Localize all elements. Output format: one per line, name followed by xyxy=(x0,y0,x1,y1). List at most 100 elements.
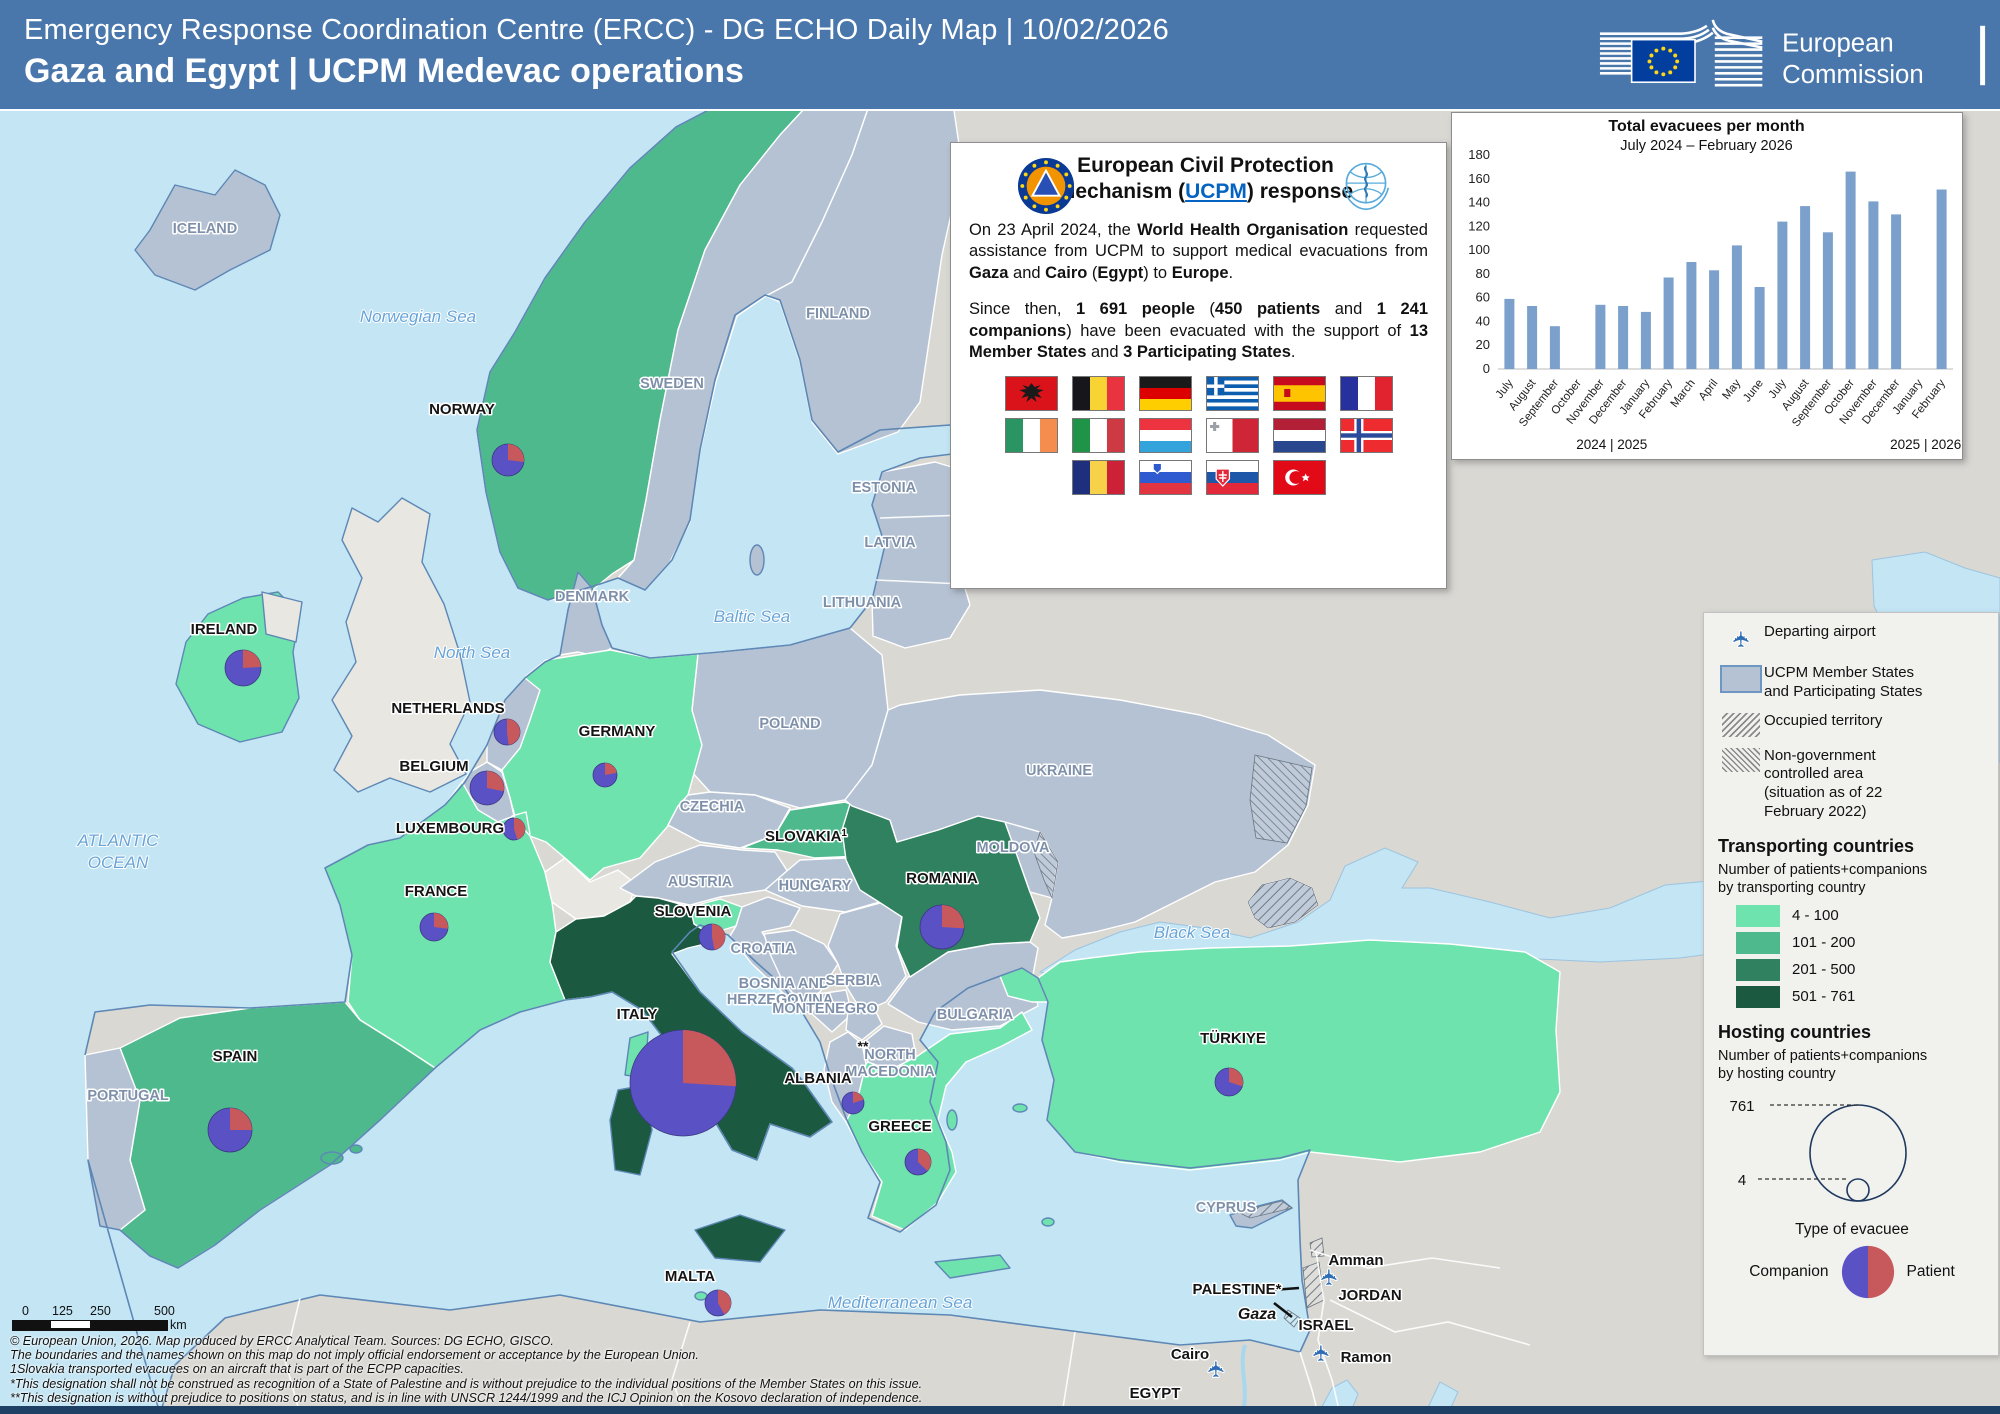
label-portugal: PORTUGAL xyxy=(87,1088,169,1104)
type-of-evacuee-title: Type of evacuee xyxy=(1795,1221,1909,1238)
pie-ireland xyxy=(224,649,262,687)
transporting-countries-title: Transporting countries xyxy=(1718,835,1915,856)
island-rhodes xyxy=(1041,1217,1055,1227)
island-sicily xyxy=(694,1214,786,1263)
bar-august-1 xyxy=(1527,306,1538,369)
label-herzegovina: HERZEGOVINA xyxy=(727,992,834,1008)
hosting-pies xyxy=(207,443,1244,1317)
label-moldova: MOLDOVA xyxy=(976,840,1050,856)
flag-italy xyxy=(1071,418,1125,454)
footer-line-2: The boundaries and the names shown on th… xyxy=(10,1348,699,1363)
label-france: FRANCE xyxy=(405,883,468,900)
island-crete xyxy=(934,1254,1011,1279)
pie-spain xyxy=(207,1107,253,1153)
transport-class-0: 4 - 100 xyxy=(1736,904,1986,927)
bar-november-16 xyxy=(1868,201,1879,369)
x-tick-label: May xyxy=(1720,377,1743,402)
label-finland: FINLAND xyxy=(806,306,870,322)
label-lithuania: LITHUANIA xyxy=(823,595,902,611)
infobox-title-pre: Mechanism ( xyxy=(1057,180,1186,204)
label-ukraine: UKRAINE xyxy=(1026,763,1092,779)
legend-label: Non-government controlled area (situatio… xyxy=(1764,746,1883,820)
flag-trkiye xyxy=(1272,460,1326,496)
label-germany: GERMANY xyxy=(579,723,656,740)
pie-netherlands xyxy=(493,718,521,746)
y-tick-label: 120 xyxy=(1468,218,1490,233)
bar-january-6 xyxy=(1640,311,1651,369)
hosting-max-label: 761 xyxy=(1729,1098,1754,1115)
bar-july-12 xyxy=(1777,221,1788,369)
transport-class-2: 201 - 500 xyxy=(1736,958,1986,981)
label-bosnia-and: BOSNIA AND xyxy=(739,976,830,992)
footer-line-1: © European Union, 2026. Map produced by … xyxy=(10,1334,554,1348)
occupied-swatch-icon xyxy=(1718,712,1764,737)
bar-september-14 xyxy=(1822,232,1833,369)
y-tick-label: 160 xyxy=(1468,171,1490,186)
pointer-line-1 xyxy=(1273,1301,1293,1319)
label---: ** xyxy=(858,1038,869,1054)
legend-label: Occupied territory xyxy=(1764,711,1883,729)
map-labels: ATLANTIC OCEAN Norwegian Sea North Sea Balti… xyxy=(76,220,1404,1404)
companion-label: Companion xyxy=(1749,1263,1829,1280)
y-tick-label: 40 xyxy=(1476,313,1490,328)
flag-germany xyxy=(1138,376,1192,412)
label-montenegro: MONTENEGRO xyxy=(772,1001,878,1017)
bar-february-19 xyxy=(1936,189,1947,369)
y-tick-label: 140 xyxy=(1468,195,1490,210)
bar-june-11 xyxy=(1754,287,1765,369)
footer-line-4: *This designation shall not be construed… xyxy=(10,1376,923,1391)
infobox-paragraph-2: Since then, 1 691 people (450 patients a… xyxy=(969,299,1429,362)
label-palestine-: PALESTINE* xyxy=(1193,1281,1282,1298)
label-estonia: ESTONIA xyxy=(852,480,917,496)
scale-250: 250 xyxy=(90,1304,111,1318)
y-tick-label: 80 xyxy=(1476,266,1490,281)
pie-slovenia xyxy=(698,923,726,951)
scale-125: 125 xyxy=(52,1304,73,1318)
european-commission-logo: European Commission xyxy=(1596,4,1992,111)
hosting-countries-subtitle: Number of patients+companions by hosting… xyxy=(1718,1047,1928,1082)
label-ireland: IRELAND xyxy=(191,621,258,638)
ec-logo-text-1: European xyxy=(1782,30,1894,58)
label-spain: SPAIN xyxy=(213,1048,258,1065)
country-turkiye xyxy=(1037,939,1561,1171)
label-ramon: Ramon xyxy=(1341,1349,1392,1366)
label-iceland: ICELAND xyxy=(173,221,237,237)
sea-label-atlantic: ATLANTIC xyxy=(77,831,160,850)
y-tick-label: 100 xyxy=(1468,242,1490,257)
country-greece xyxy=(845,1011,1033,1231)
flag-netherlands xyxy=(1272,418,1326,454)
label-poland: POLAND xyxy=(759,716,820,732)
pie-malta xyxy=(704,1289,732,1317)
label-luxembourg: LUXEMBOURG xyxy=(396,820,504,837)
pie-greece xyxy=(904,1148,932,1176)
nile-river xyxy=(1240,1344,1247,1414)
label-türkiye: TÜRKIYE xyxy=(1200,1030,1266,1047)
island-menorca xyxy=(349,1144,363,1154)
bar-april-9 xyxy=(1709,270,1720,369)
label-israel: ISRAEL xyxy=(1298,1317,1353,1334)
label-czechia: CZECHIA xyxy=(680,799,745,815)
ucpm-response-infobox: European Civil Protection Mechanism (UCP… xyxy=(950,142,1447,589)
flag-albania xyxy=(1004,376,1058,412)
sea-label-ocean: OCEAN xyxy=(88,853,149,872)
flag-ireland xyxy=(1004,418,1058,454)
eu-flag-icon xyxy=(1630,38,1696,84)
flag-greece xyxy=(1205,376,1259,412)
member-swatch-icon xyxy=(1718,665,1764,693)
header-bar: Emergency Response Coordination Centre (… xyxy=(0,0,2000,111)
hatch-north-cyprus xyxy=(1236,1200,1293,1219)
legend-item-occupied: Occupied territory xyxy=(1718,712,1986,737)
transporting-countries-subtitle: Number of patients+companions by transpo… xyxy=(1718,861,1928,896)
legend-item-ngca: Non-government controlled area (situatio… xyxy=(1718,747,1986,822)
label-croatia: CROATIA xyxy=(731,941,797,957)
y-tick-label: 60 xyxy=(1476,290,1490,305)
airport-icon-cairo: ✈ xyxy=(1205,1360,1230,1378)
hosting-min-label: 4 xyxy=(1738,1172,1746,1189)
x-tick-label: June xyxy=(1741,377,1766,404)
country-iceland xyxy=(134,169,281,291)
label-malta: MALTA xyxy=(665,1268,715,1285)
pie-turkiye xyxy=(1214,1067,1244,1097)
label-jordan: JORDAN xyxy=(1338,1287,1401,1304)
ucpm-link[interactable]: UCPM xyxy=(1185,180,1247,204)
